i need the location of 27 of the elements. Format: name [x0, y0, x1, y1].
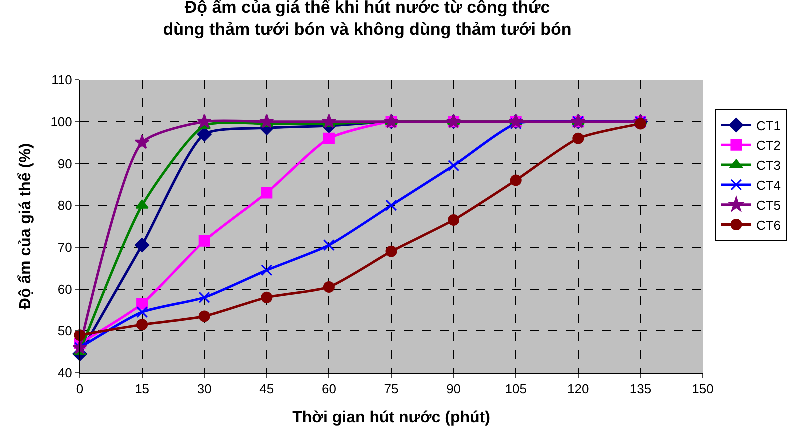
y-tick-label: 60 — [58, 282, 72, 297]
legend-label: CT2 — [756, 138, 782, 154]
x-tick-label: 75 — [384, 382, 399, 397]
legend-label: CT4 — [756, 178, 782, 194]
x-tick-label: 60 — [322, 382, 336, 397]
legend-label: CT6 — [756, 218, 782, 233]
y-tick-label: 80 — [58, 198, 72, 214]
x-axis-title: Thời gian hút nước (phút) — [292, 409, 490, 426]
x-tick-label: 150 — [692, 382, 714, 397]
y-axis-title: Độ ẩm của giá thể (%) — [18, 143, 35, 310]
y-tick-label: 90 — [58, 156, 72, 172]
legend-label: CT5 — [756, 198, 782, 213]
y-tick-label: 100 — [50, 114, 72, 130]
x-tick-label: 0 — [76, 382, 84, 397]
x-tick-label: 90 — [446, 382, 462, 397]
x-tick-label: 45 — [260, 382, 274, 397]
legend-label: CT3 — [756, 158, 782, 174]
y-tick-label: 40 — [58, 366, 72, 381]
x-tick-label: 15 — [135, 382, 150, 397]
x-tick-label: 135 — [630, 382, 652, 397]
x-tick-label: 120 — [568, 382, 590, 397]
y-tick-label: 70 — [58, 240, 72, 255]
y-tick-label: 50 — [58, 324, 72, 339]
legend-label: CT1 — [756, 118, 782, 134]
y-tick-label: 110 — [52, 72, 72, 88]
x-tick-label: 30 — [197, 382, 212, 397]
x-tick-label: 105 — [505, 382, 527, 397]
